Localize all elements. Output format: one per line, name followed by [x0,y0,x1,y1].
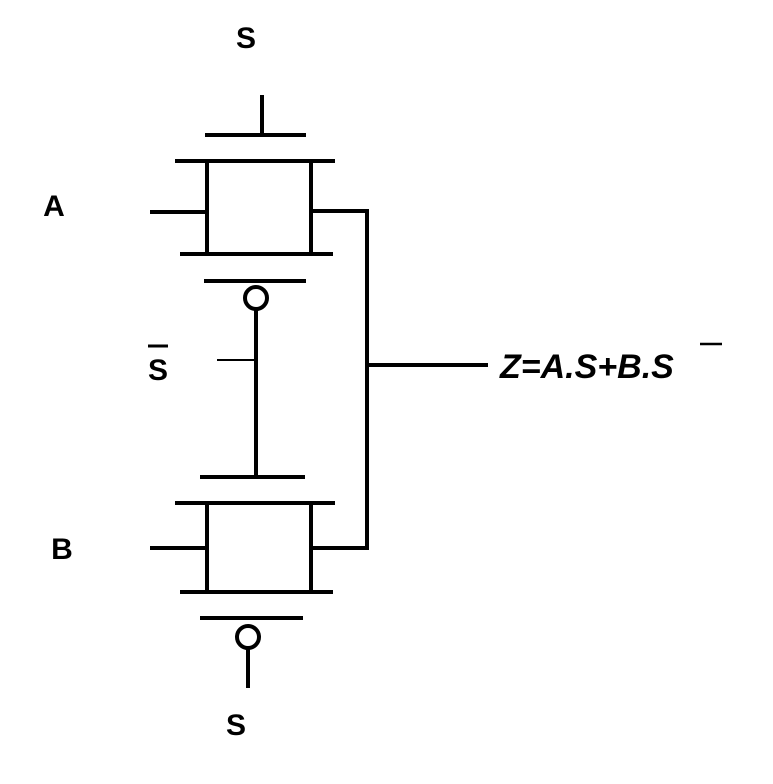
output-expression-prefix: Z=A.S+B. [499,348,651,386]
label-select-bottom: S [226,709,246,742]
label-select-bar: S [148,346,168,387]
label-input-b: B [51,533,73,566]
inversion-bubble-lower [237,626,259,648]
transmission-gate-lower [150,477,367,688]
transmission-gate-upper [150,95,367,309]
label-select-bar-text: S [148,354,168,387]
label-select-top: S [236,22,256,55]
output-expression-bar-term: S [651,348,674,386]
output-expression: Z=A.S+B.S [499,348,674,386]
inversion-bubble-upper [245,287,267,309]
label-input-a: A [43,190,65,223]
